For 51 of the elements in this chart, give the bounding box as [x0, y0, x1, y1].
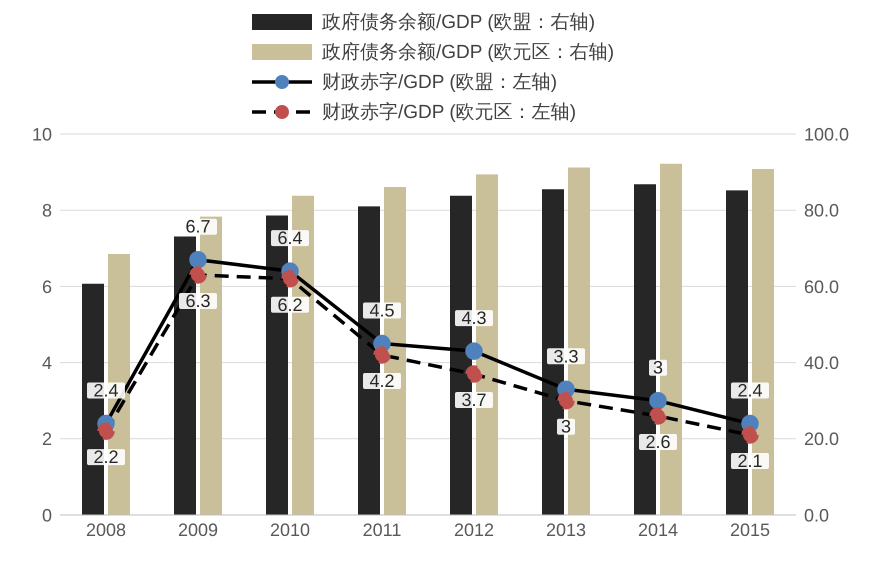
legend-label: 政府债务余额/GDP (欧盟：右轴)	[322, 11, 596, 35]
y2-tick-label: 0.0	[804, 505, 830, 526]
point	[465, 342, 483, 360]
x-tick-label: 2014	[638, 520, 678, 540]
data-label: 6.4	[277, 228, 303, 248]
y2-tick-label: 100.0	[804, 124, 850, 144]
point	[189, 250, 207, 268]
x-tick-label: 2011	[362, 520, 402, 540]
point	[649, 407, 667, 425]
point	[373, 346, 391, 364]
data-label: 2.2	[93, 447, 119, 468]
x-tick-label: 2013	[546, 520, 586, 540]
data-label: 2.6	[645, 432, 671, 452]
y2-tick-label: 20.0	[804, 429, 840, 450]
x-tick-label: 2015	[730, 520, 770, 540]
data-label: 6.2	[277, 294, 303, 315]
point	[557, 392, 575, 410]
x-tick-label: 2010	[270, 520, 310, 540]
legend-label: 财政赤字/GDP (欧盟：左轴)	[322, 71, 558, 95]
point	[465, 365, 483, 383]
point	[649, 392, 667, 410]
x-tick-label: 2008	[86, 520, 126, 540]
data-label: 2.4	[737, 380, 763, 401]
data-label: 3	[560, 416, 572, 437]
data-label: 4.2	[369, 370, 395, 391]
y-tick-label: 0	[42, 505, 52, 526]
x-tick-label: 2012	[454, 520, 494, 540]
point	[189, 266, 207, 284]
y2-tick-label: 40.0	[804, 352, 840, 373]
data-label: 4.3	[461, 308, 487, 328]
data-label: 4.5	[369, 300, 395, 321]
y-tick-label: 2	[42, 429, 52, 450]
y-tick-label: 4	[42, 352, 52, 373]
y2-tick-label: 80.0	[804, 200, 840, 221]
legend-label: 政府债务余额/GDP (欧元区：右轴)	[322, 41, 614, 65]
data-label: 3	[652, 358, 664, 378]
data-label: 3.7	[461, 390, 487, 410]
data-label: 6.3	[185, 290, 211, 311]
data-label: 6.7	[185, 216, 211, 237]
y-tick-label: 8	[42, 200, 52, 221]
data-label: 3.3	[553, 346, 579, 366]
data-label: 2.4	[93, 380, 119, 401]
legend-label: 财政赤字/GDP (欧元区：左轴)	[322, 101, 576, 125]
y-tick-label: 6	[42, 276, 52, 297]
point	[741, 426, 759, 444]
x-tick-label: 2009	[178, 520, 218, 540]
data-label: 2.1	[737, 450, 763, 471]
point	[281, 270, 299, 288]
y2-tick-label: 60.0	[804, 276, 840, 297]
y-tick-label: 10	[32, 124, 52, 144]
point	[97, 422, 115, 440]
